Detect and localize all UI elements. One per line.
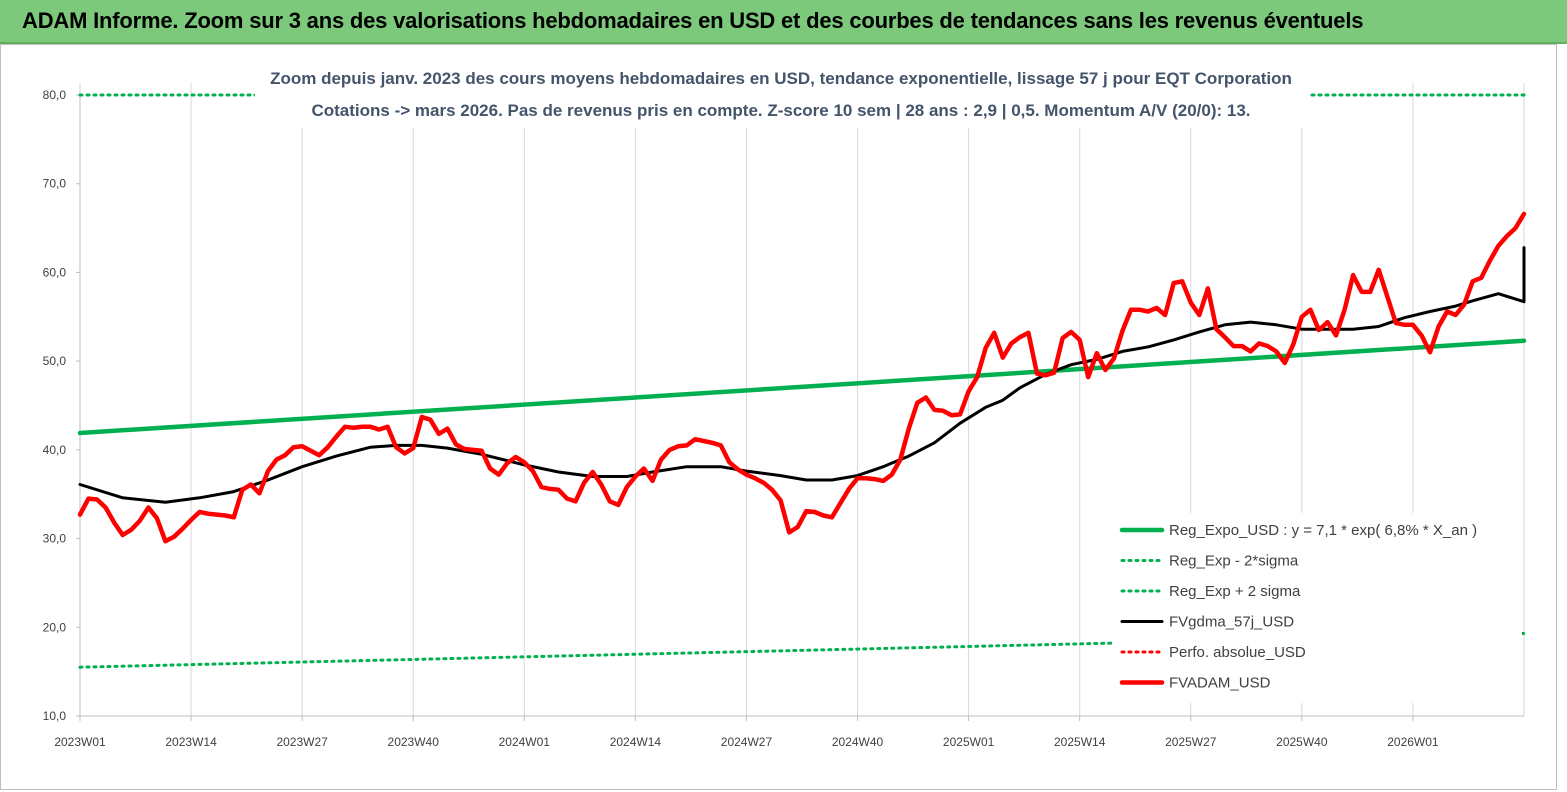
y-tick-label: 40,0 xyxy=(43,443,67,457)
chart-subtitle: Zoom depuis janv. 2023 des cours moyens … xyxy=(270,69,1292,88)
legend-label: Perfo. absolue_USD xyxy=(1169,644,1306,661)
y-tick-label: 70,0 xyxy=(43,177,67,191)
legend-label: FVgdma_57j_USD xyxy=(1169,614,1294,631)
series-line-3 xyxy=(78,246,1526,504)
legend-label: Reg_Expo_USD : y = 7,1 * exp( 6,8% * X_a… xyxy=(1169,522,1477,539)
series-line-5 xyxy=(77,211,1527,544)
x-tick-label: 2025W14 xyxy=(1054,735,1106,749)
legend-box xyxy=(1112,513,1522,703)
x-tick-label: 2024W01 xyxy=(499,735,551,749)
x-tick-label: 2023W01 xyxy=(54,735,106,749)
x-tick-label: 2025W40 xyxy=(1276,735,1328,749)
y-tick-label: 60,0 xyxy=(43,265,67,279)
y-tick-label: 20,0 xyxy=(43,620,67,634)
x-tick-label: 2023W14 xyxy=(165,735,217,749)
x-tick-label: 2025W27 xyxy=(1165,735,1217,749)
y-tick-label: 10,0 xyxy=(43,709,67,723)
legend-label: Reg_Exp + 2 sigma xyxy=(1169,583,1301,600)
x-tick-label: 2024W27 xyxy=(721,735,773,749)
chart-subtitle: Cotations -> mars 2026. Pas de revenus p… xyxy=(311,101,1250,120)
x-tick-label: 2023W40 xyxy=(388,735,440,749)
page-title: ADAM Informe. Zoom sur 3 ans des valoris… xyxy=(22,8,1364,33)
chart-frame xyxy=(0,44,1557,790)
subtitle-box xyxy=(255,60,1310,128)
y-tick-label: 30,0 xyxy=(43,532,67,546)
legend-label: Reg_Exp - 2*sigma xyxy=(1169,553,1299,570)
x-tick-label: 2024W14 xyxy=(610,735,662,749)
x-tick-label: 2026W01 xyxy=(1387,735,1439,749)
y-tick-label: 50,0 xyxy=(43,354,67,368)
series-line-0 xyxy=(77,338,1527,436)
title-bar: ADAM Informe. Zoom sur 3 ans des valoris… xyxy=(0,0,1567,44)
x-tick-label: 2023W27 xyxy=(276,735,328,749)
legend-label: FVADAM_USD xyxy=(1169,675,1271,692)
y-tick-label: 80,0 xyxy=(43,88,67,102)
x-tick-label: 2024W40 xyxy=(832,735,884,749)
x-tick-label: 2025W01 xyxy=(943,735,995,749)
